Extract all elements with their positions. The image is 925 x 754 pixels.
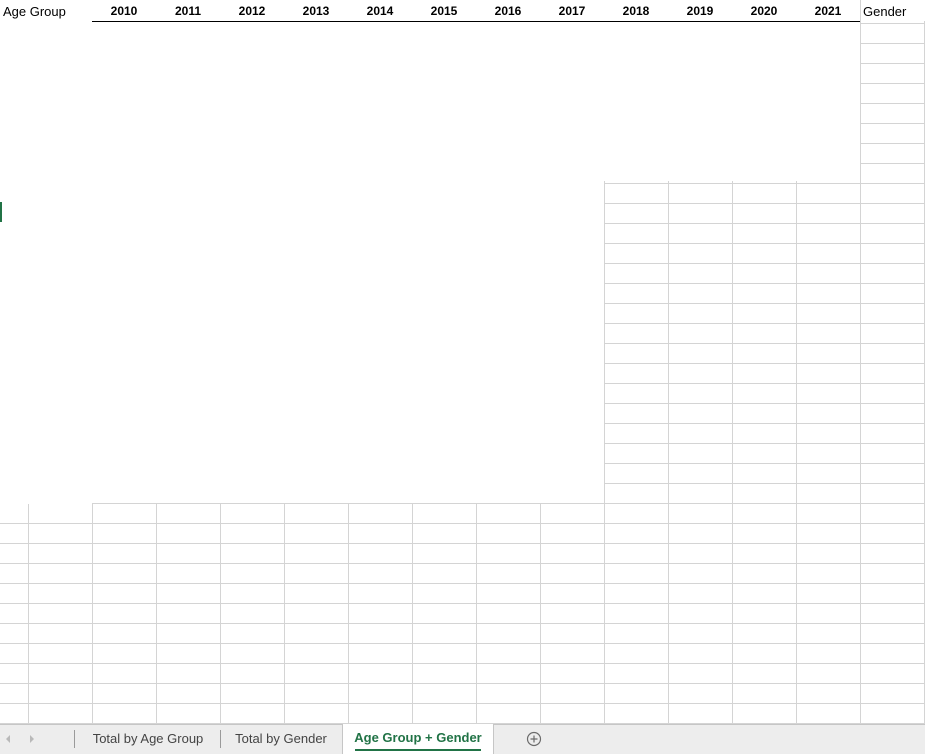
year-header-2016[interactable]: 2016 (494, 4, 522, 18)
year-header-2012[interactable]: 2012 (238, 4, 266, 18)
chevron-right-icon-glyph (30, 735, 34, 743)
tab-age-group-gender-label: Age Group + Gender (354, 730, 482, 745)
year-header-2019[interactable]: 2019 (686, 4, 714, 18)
add-sheet-button[interactable] (526, 731, 542, 747)
tab-total-by-age-group[interactable]: Total by Age Group (92, 731, 204, 746)
chart-area-bottom (0, 181, 604, 503)
chevron-right-icon[interactable] (24, 731, 40, 747)
tab-total-by-gender[interactable]: Total by Gender (235, 731, 327, 746)
year-header-2013[interactable]: 2013 (302, 4, 330, 18)
sheet-tab-bar: Total by Age Group Total by Gender Age G… (0, 724, 925, 754)
chart-area-top (0, 22, 860, 181)
active-tab-underline (355, 749, 481, 751)
year-header-2014[interactable]: 2014 (366, 4, 394, 18)
year-header-2021[interactable]: 2021 (814, 4, 842, 18)
year-header-2018[interactable]: 2018 (622, 4, 650, 18)
selection-marker (0, 202, 2, 222)
gender-header[interactable]: Gender (863, 4, 907, 19)
year-header-2010[interactable]: 2010 (110, 4, 138, 18)
header-row (0, 0, 925, 21)
tab-separator (74, 730, 75, 748)
age-group-header[interactable]: Age Group (3, 4, 66, 19)
year-header-2017[interactable]: 2017 (558, 4, 586, 18)
plus-circle-icon (526, 731, 542, 747)
year-header-2015[interactable]: 2015 (430, 4, 458, 18)
worksheet-grid[interactable]: Age Group 2010 2011 2012 2013 2014 2015 … (0, 0, 925, 724)
year-header-2011[interactable]: 2011 (174, 4, 202, 18)
column-gridline (860, 0, 861, 724)
label-column-area (0, 0, 92, 504)
chevron-left-icon-glyph (6, 735, 10, 743)
chevron-left-icon[interactable] (0, 731, 16, 747)
tab-age-group-gender[interactable]: Age Group + Gender (343, 724, 493, 754)
header-underline (92, 21, 860, 22)
tab-separator (220, 730, 221, 748)
year-header-2020[interactable]: 2020 (750, 4, 778, 18)
